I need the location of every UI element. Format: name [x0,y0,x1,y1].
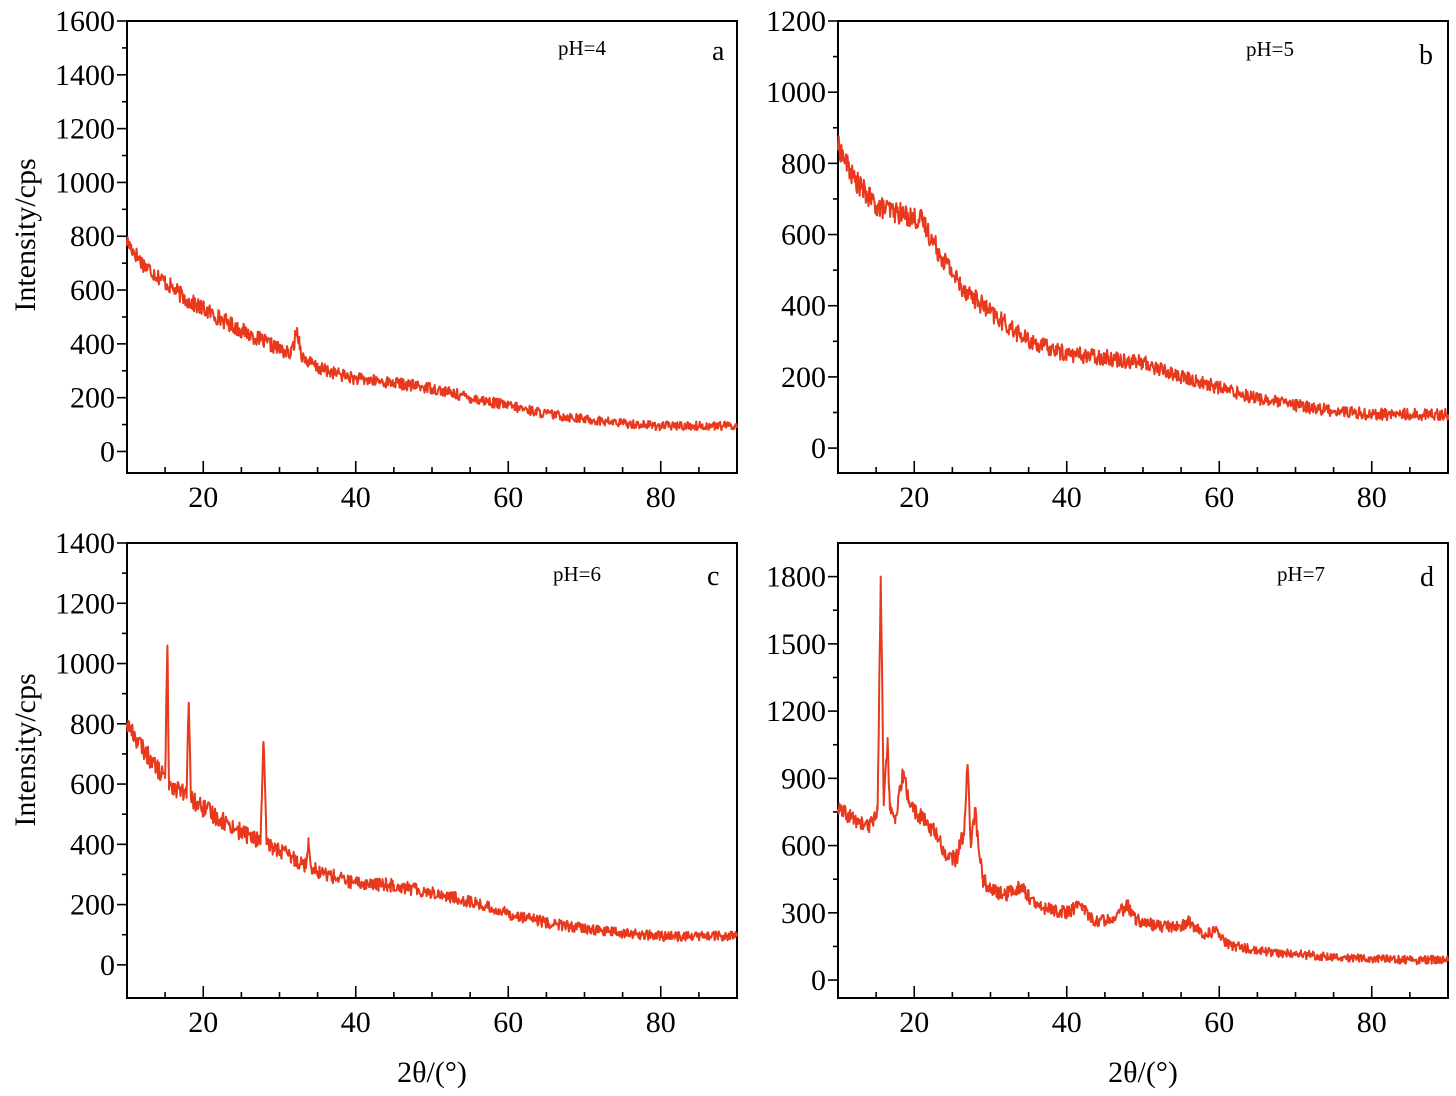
plot-frame-b [837,20,1449,474]
annotation-b: pH=5 [1246,37,1294,61]
y-tick-label-d: 1200 [766,695,826,728]
y-tick-label-b: 0 [811,432,826,465]
x-tick-label-a: 20 [188,481,218,514]
y-tick-label-c: 800 [70,708,115,741]
y-tick-label-c: 200 [70,889,115,922]
y-tick-label-d: 900 [781,762,826,795]
x-tick-label-c: 20 [188,1006,218,1039]
x-tick-label-d: 20 [899,1006,929,1039]
panel-letter-b: b [1419,40,1433,71]
plot-frame-a [126,20,738,474]
series-line-d [837,575,1449,966]
y-tick-label-c: 400 [70,828,115,861]
y-tick-label-d: 0 [811,964,826,997]
ylabel-a: Intensity/cps [9,158,42,311]
y-tick-label-d: 1500 [766,628,826,661]
x-tick-label-a: 60 [493,481,523,514]
y-tick-label-c: 600 [70,768,115,801]
plot-frame-c [126,542,738,999]
panel-letter-a: a [712,36,725,67]
panel-letter-c: c [707,561,719,592]
y-tick-label-c: 1200 [55,587,115,620]
y-tick-label-c: 0 [100,949,115,982]
plot-frame-d [837,542,1449,999]
y-tick-label-b: 800 [781,147,826,180]
y-tick-label-a: 400 [70,328,115,361]
y-tick-label-b: 600 [781,219,826,252]
annotation-c: pH=6 [553,562,601,586]
y-tick-label-a: 0 [100,435,115,468]
y-tick-label-b: 200 [781,361,826,394]
y-tick-label-a: 1600 [55,5,115,38]
series-line-c [126,644,738,942]
x-tick-label-a: 40 [341,481,371,514]
x-tick-label-c: 60 [493,1006,523,1039]
x-tick-label-b: 80 [1357,481,1387,514]
ylabel-c: Intensity/cps [9,673,42,826]
y-tick-label-d: 600 [781,830,826,863]
x-tick-label-b: 40 [1052,481,1082,514]
x-tick-label-b: 20 [899,481,929,514]
y-tick-label-b: 1200 [766,5,826,38]
y-tick-label-a: 800 [70,220,115,253]
x-tick-label-d: 40 [1052,1006,1082,1039]
y-tick-label-c: 1400 [55,527,115,560]
x-tick-label-a: 80 [646,481,676,514]
y-tick-label-b: 400 [781,290,826,323]
x-tick-label-b: 60 [1204,481,1234,514]
annotation-d: pH=7 [1277,562,1325,586]
y-tick-label-a: 1000 [55,166,115,199]
xlabel-d: 2θ/(°) [1108,1056,1178,1089]
annotation-a: pH=4 [558,36,607,60]
y-tick-label-a: 1200 [55,113,115,146]
series-line-b [837,135,1449,422]
y-tick-label-d: 1800 [766,561,826,594]
y-tick-label-c: 1000 [55,648,115,681]
y-tick-label-d: 300 [781,897,826,930]
y-tick-label-a: 200 [70,382,115,415]
xlabel-c: 2θ/(°) [397,1056,467,1089]
x-tick-label-c: 40 [341,1006,371,1039]
x-tick-label-d: 80 [1357,1006,1387,1039]
panel-d: 20 40 60 80 0 300 600 900 1200 1500 1800 pH=7 d 2θ… [766,542,1449,1089]
y-tick-label-b: 1000 [766,76,826,109]
x-tick-label-d: 60 [1204,1006,1234,1039]
panel-letter-d: d [1420,562,1434,593]
y-tick-label-a: 600 [70,274,115,307]
ticks-d: 20 40 60 80 0 300 600 900 1200 1500 1800 [766,561,1449,1039]
x-tick-label-c: 80 [646,1006,676,1039]
series-line-a [126,236,738,432]
y-tick-label-a: 1400 [55,59,115,92]
